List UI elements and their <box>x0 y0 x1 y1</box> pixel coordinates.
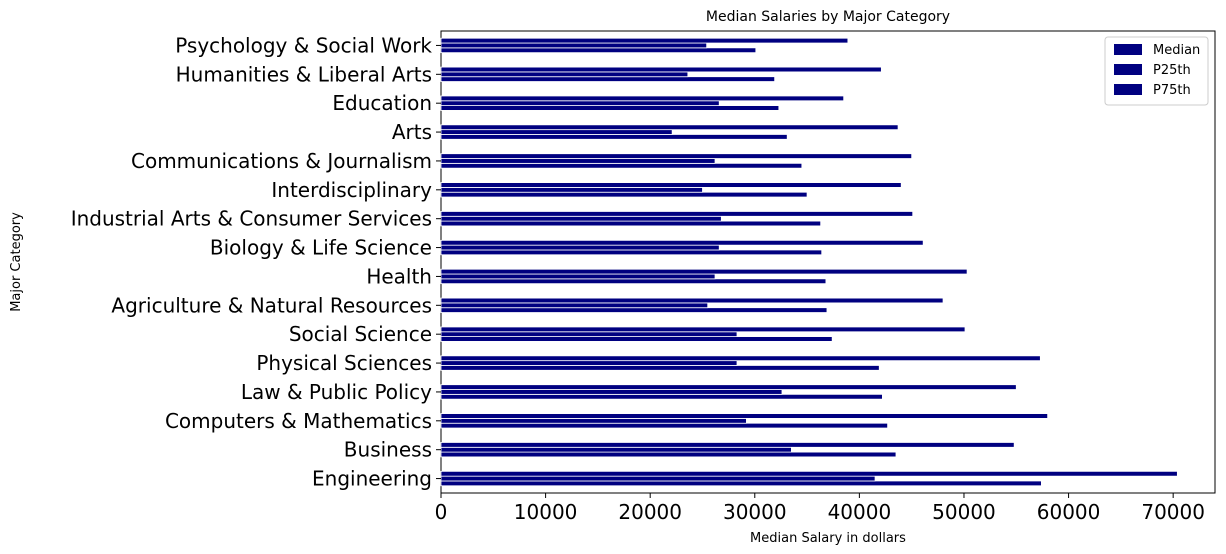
x-tick-label: 0 <box>435 500 448 524</box>
legend-swatch <box>1114 64 1142 75</box>
bar-median-6 <box>440 307 828 313</box>
bar-median-11 <box>440 162 803 169</box>
x-axis: 0 10000 20000 30000 40000 50000 60000 70000 <box>435 493 1205 524</box>
bar-median-4 <box>440 365 880 371</box>
bar-median-14 <box>440 76 776 82</box>
bar-p25th-1 <box>440 446 792 453</box>
y-tick-label: Education <box>332 91 432 115</box>
x-tick-label: 10000 <box>514 500 578 524</box>
legend: Median P25th P75th <box>1104 36 1209 106</box>
bar-median-7 <box>440 278 827 285</box>
bar-median-1 <box>440 451 897 458</box>
y-tick-label: Engineering <box>312 467 432 491</box>
bar-p75th-2 <box>440 413 1049 419</box>
bar-p75th-0 <box>440 470 1178 477</box>
bar-p25th-10 <box>440 187 703 193</box>
bar-p25th-7 <box>440 273 716 280</box>
bar-median-13 <box>440 105 780 111</box>
y-tick-label: Arts <box>392 120 432 144</box>
y-tick-label: Agriculture & Natural Resources <box>111 293 432 317</box>
plot-border <box>440 30 1216 494</box>
legend-label: Median <box>1153 43 1200 58</box>
bar-p25th-4 <box>440 360 738 366</box>
bar-median-3 <box>440 393 883 400</box>
legend-label: P25th <box>1153 63 1191 78</box>
y-tick-label: Physical Sciences <box>256 351 432 375</box>
y-tick-label: Social Science <box>289 322 432 346</box>
y-tick-label: Communications & Journalism <box>131 149 432 173</box>
x-tick-label: 40000 <box>828 500 892 524</box>
legend-swatch <box>1114 84 1142 95</box>
x-tick-label: 30000 <box>723 500 787 524</box>
bar-p75th-7 <box>440 268 968 275</box>
bar-p25th-5 <box>440 331 738 337</box>
bar-p75th-11 <box>440 153 913 159</box>
bar-p75th-13 <box>440 95 845 102</box>
bar-p75th-10 <box>440 182 902 188</box>
y-axis: Engineering Business Computers & Mathemati… <box>71 33 441 491</box>
bars-group <box>440 37 1178 487</box>
bar-p75th-9 <box>440 211 914 217</box>
y-tick-label: Interdisciplinary <box>271 178 432 202</box>
y-axis-label: Major Category <box>9 212 24 312</box>
y-tick-label: Biology & Life Science <box>210 236 432 260</box>
bar-p25th-9 <box>440 215 722 222</box>
chart-title: Median Salaries by Major Category <box>706 9 950 25</box>
bar-p75th-1 <box>440 442 1015 448</box>
bar-p25th-11 <box>440 158 716 164</box>
bar-median-10 <box>440 191 808 198</box>
y-tick-label: Law & Public Policy <box>241 380 432 404</box>
x-tick-label: 20000 <box>618 500 682 524</box>
y-tick-label: Business <box>344 438 432 462</box>
y-tick-label: Health <box>366 264 432 288</box>
bar-p75th-6 <box>440 297 944 304</box>
bar-p75th-8 <box>440 239 924 246</box>
bar-median-5 <box>440 336 833 342</box>
bar-p25th-15 <box>440 42 708 49</box>
bar-p75th-5 <box>440 326 966 333</box>
bar-median-9 <box>440 220 822 227</box>
legend-swatch <box>1114 44 1142 55</box>
plot-frame <box>440 30 1216 494</box>
bar-median-12 <box>440 134 788 140</box>
bar-median-8 <box>440 249 823 256</box>
bar-p75th-3 <box>440 384 1017 390</box>
bar-median-2 <box>440 422 889 429</box>
y-tick-label: Computers & Mathematics <box>165 409 432 433</box>
bar-p75th-4 <box>440 355 1041 362</box>
bar-p75th-15 <box>440 37 849 44</box>
bar-p25th-12 <box>440 129 673 135</box>
x-axis-label: Median Salary in dollars <box>750 531 906 546</box>
bar-p25th-0 <box>440 475 876 482</box>
x-tick-label: 70000 <box>1141 500 1205 524</box>
bar-median-15 <box>440 47 757 54</box>
bar-p75th-12 <box>440 124 899 131</box>
bar-p25th-14 <box>440 71 689 78</box>
legend-label: P75th <box>1153 83 1191 98</box>
bar-p25th-6 <box>440 302 709 309</box>
y-tick-label: Humanities & Liberal Arts <box>176 62 432 86</box>
bar-p25th-2 <box>440 418 747 424</box>
x-tick-label: 60000 <box>1037 500 1101 524</box>
bar-p25th-13 <box>440 100 720 106</box>
y-tick-label: Industrial Arts & Consumer Services <box>71 207 432 231</box>
y-tick-label: Psychology & Social Work <box>175 33 432 57</box>
bar-p25th-8 <box>440 244 720 251</box>
bar-p25th-3 <box>440 389 783 395</box>
x-tick-label: 50000 <box>932 500 996 524</box>
bar-median-0 <box>440 480 1042 487</box>
bar-p75th-14 <box>440 66 882 73</box>
